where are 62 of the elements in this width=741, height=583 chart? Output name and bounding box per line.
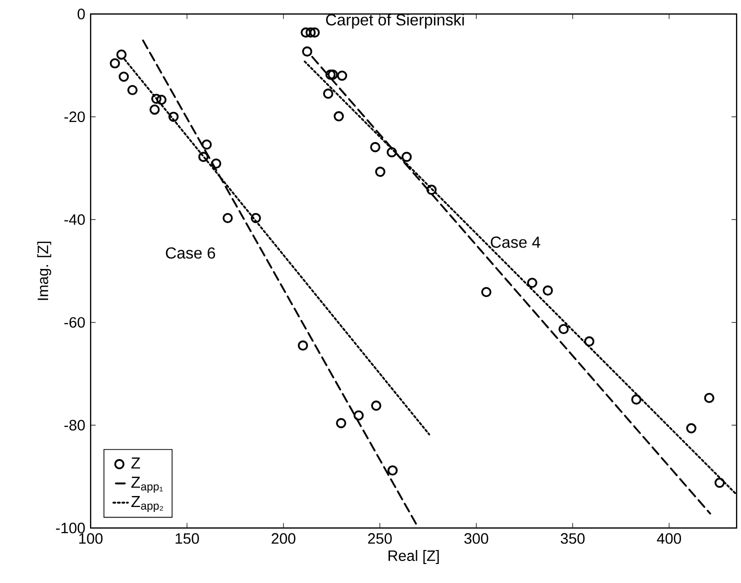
y-tick-label: -40 xyxy=(64,214,85,225)
y-tick-label: -60 xyxy=(64,317,85,328)
y-tick-label: 0 xyxy=(78,8,85,20)
point xyxy=(118,72,129,82)
annotation: Case 4 xyxy=(490,236,540,248)
point xyxy=(127,84,138,96)
point xyxy=(387,465,398,476)
point xyxy=(481,286,492,298)
legend-label: Z$_{app₁}$ xyxy=(131,476,163,493)
point xyxy=(300,27,311,38)
point xyxy=(198,152,209,162)
x-axis-title: Real [Z] xyxy=(388,550,439,564)
annotation: Case 6 xyxy=(166,247,216,259)
point xyxy=(298,340,308,351)
x-tick-label: 300 xyxy=(464,533,488,544)
point xyxy=(150,104,160,115)
point xyxy=(584,336,594,347)
point xyxy=(354,410,364,421)
point xyxy=(110,58,120,68)
x-tick-label: 200 xyxy=(272,533,296,544)
legend-label: Z$_{app₂}$ xyxy=(131,496,164,512)
point xyxy=(370,142,380,152)
point xyxy=(325,70,336,80)
point xyxy=(310,27,320,38)
point xyxy=(714,478,725,488)
x-tick-label: 400 xyxy=(656,533,682,544)
y-tick-label: -80 xyxy=(64,420,85,430)
x-tick-label: 250 xyxy=(368,533,392,544)
point xyxy=(704,392,714,404)
point xyxy=(306,27,316,38)
point xyxy=(371,400,382,411)
point xyxy=(426,184,437,195)
annotation: Carpet of Sierpinski xyxy=(326,14,464,29)
point xyxy=(336,70,348,81)
point xyxy=(151,94,162,104)
point xyxy=(402,152,412,162)
legend-label: Z xyxy=(131,458,140,469)
point xyxy=(542,285,553,296)
point xyxy=(686,423,696,434)
point xyxy=(116,50,127,60)
point xyxy=(558,324,569,334)
point xyxy=(336,418,346,428)
point xyxy=(375,166,386,177)
point xyxy=(328,70,338,80)
point xyxy=(323,88,334,99)
y-tick-label: -20 xyxy=(64,111,85,122)
y-axis-title: Imag. [Z] xyxy=(37,242,52,300)
point xyxy=(211,158,222,169)
point xyxy=(386,147,397,158)
x-tick-label: 350 xyxy=(560,533,585,544)
point xyxy=(168,112,179,122)
y-tick-label: -100 xyxy=(56,522,85,534)
point xyxy=(222,212,233,224)
point xyxy=(527,278,538,288)
x-tick-label: 100 xyxy=(79,533,103,544)
point xyxy=(250,212,261,224)
point xyxy=(202,139,212,150)
point xyxy=(302,46,312,57)
x-tick-label: 150 xyxy=(176,533,199,544)
point xyxy=(631,394,642,405)
point xyxy=(156,94,166,105)
point xyxy=(334,111,344,122)
